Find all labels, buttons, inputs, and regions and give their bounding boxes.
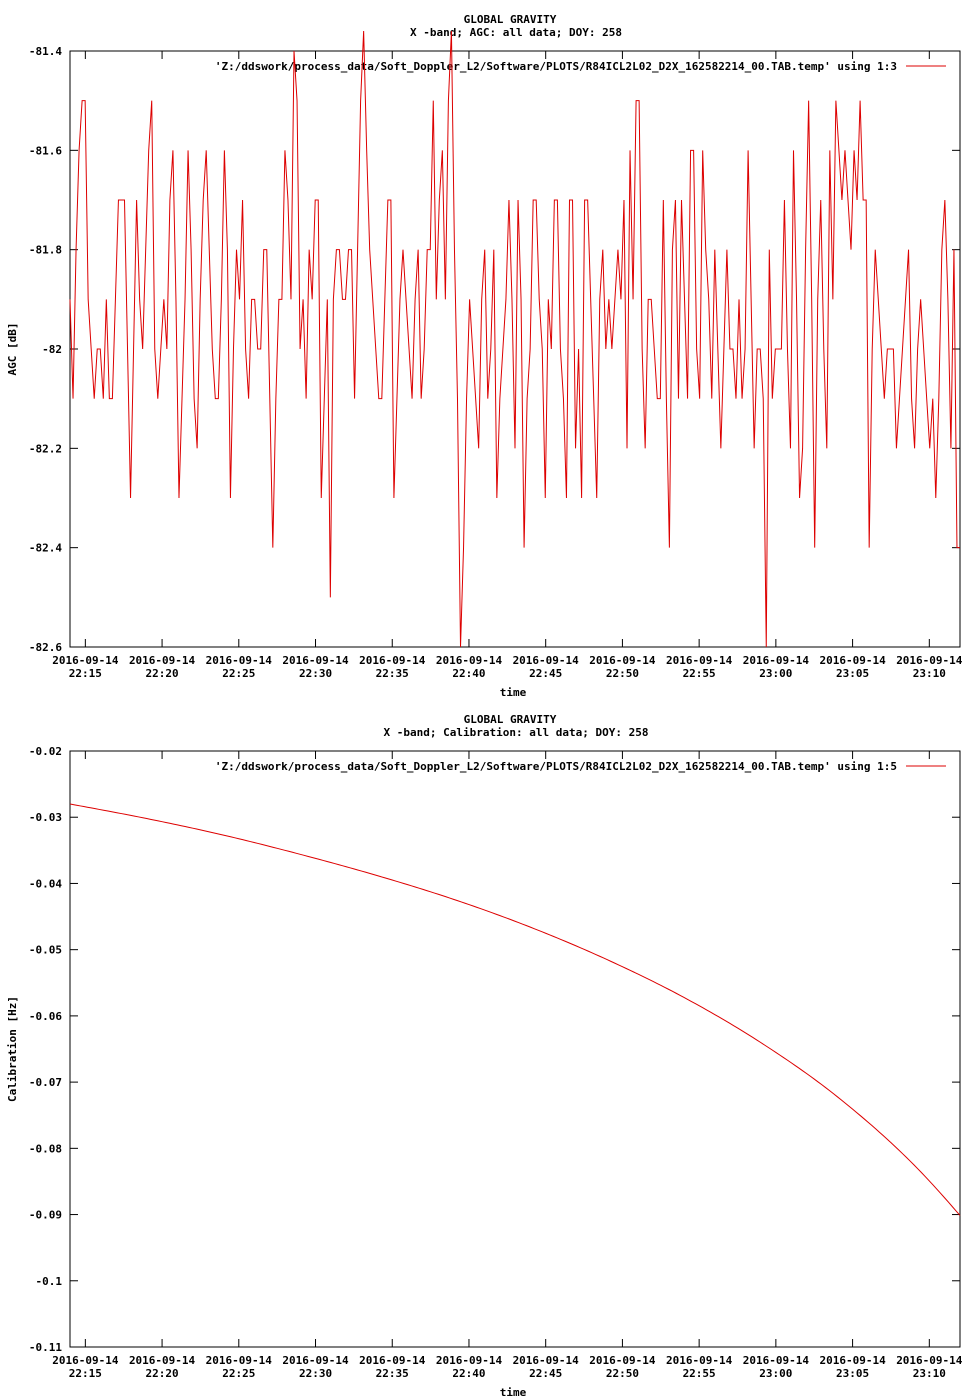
calibration-x-tick-date: 2016-09-14 bbox=[52, 1354, 119, 1367]
calibration-y-tick-label: -0.07 bbox=[29, 1076, 62, 1089]
calibration-y-tick-label: -0.05 bbox=[29, 944, 62, 957]
calibration-y-tick-label: -0.06 bbox=[29, 1010, 62, 1023]
calibration-x-tick-time: 22:15 bbox=[69, 1367, 102, 1380]
agc-y-tick-label: -82.6 bbox=[29, 641, 62, 654]
calibration-x-tick-time: 22:35 bbox=[376, 1367, 409, 1380]
agc-y-tick-label: -82 bbox=[42, 343, 62, 356]
agc-x-tick-time: 23:10 bbox=[913, 667, 946, 680]
agc-y-tick-label: -81.8 bbox=[29, 244, 62, 257]
agc-x-tick-time: 22:55 bbox=[683, 667, 716, 680]
calibration-y-tick-label: -0.09 bbox=[29, 1209, 62, 1222]
calibration-series-line bbox=[69, 803, 961, 1216]
calibration-x-tick-time: 22:20 bbox=[146, 1367, 179, 1380]
agc-y-tick-label: -82.2 bbox=[29, 442, 62, 455]
agc-series-line bbox=[69, 30, 960, 648]
calibration-x-tick-date: 2016-09-14 bbox=[282, 1354, 349, 1367]
agc-chart-subtitle: X -band; AGC: all data; DOY: 258 bbox=[410, 26, 622, 39]
agc-x-tick-date: 2016-09-14 bbox=[666, 654, 733, 667]
agc-x-tick-date: 2016-09-14 bbox=[513, 654, 580, 667]
agc-legend-label: 'Z:/ddswork/process_data/Soft_Doppler_L2… bbox=[215, 60, 897, 73]
calibration-y-tick-label: -0.08 bbox=[29, 1142, 62, 1155]
calibration-chart-title: GLOBAL GRAVITY bbox=[464, 713, 557, 726]
calibration-x-tick-date: 2016-09-14 bbox=[666, 1354, 733, 1367]
agc-x-tick-time: 22:25 bbox=[222, 667, 255, 680]
agc-x-tick-time: 22:50 bbox=[606, 667, 639, 680]
agc-x-axis: 2016-09-1422:152016-09-1422:202016-09-14… bbox=[52, 51, 963, 680]
agc-x-tick-date: 2016-09-14 bbox=[206, 654, 273, 667]
agc-x-tick-date: 2016-09-14 bbox=[896, 654, 963, 667]
agc-chart: GLOBAL GRAVITY X -band; AGC: all data; D… bbox=[6, 13, 963, 699]
calibration-x-tick-date: 2016-09-14 bbox=[359, 1354, 426, 1367]
calibration-x-tick-time: 22:40 bbox=[452, 1367, 485, 1380]
calibration-x-tick-date: 2016-09-14 bbox=[743, 1354, 810, 1367]
agc-x-tick-time: 22:35 bbox=[376, 667, 409, 680]
agc-y-tick-label: -81.6 bbox=[29, 144, 62, 157]
calibration-x-tick-date: 2016-09-14 bbox=[589, 1354, 656, 1367]
calibration-x-tick-time: 23:00 bbox=[759, 1367, 792, 1380]
calibration-y-tick-label: -0.04 bbox=[29, 877, 62, 890]
calibration-x-tick-date: 2016-09-14 bbox=[206, 1354, 273, 1367]
agc-x-tick-date: 2016-09-14 bbox=[589, 654, 656, 667]
calibration-x-tick-time: 22:45 bbox=[529, 1367, 562, 1380]
calibration-y-axis-label: Calibration [Hz] bbox=[6, 996, 19, 1102]
calibration-plot-frame bbox=[69, 750, 961, 1348]
agc-x-tick-date: 2016-09-14 bbox=[359, 654, 426, 667]
agc-x-tick-date: 2016-09-14 bbox=[52, 654, 119, 667]
calibration-x-tick-time: 22:50 bbox=[606, 1367, 639, 1380]
calibration-x-tick-time: 22:55 bbox=[683, 1367, 716, 1380]
calibration-x-tick-date: 2016-09-14 bbox=[896, 1354, 963, 1367]
agc-x-tick-date: 2016-09-14 bbox=[436, 654, 503, 667]
agc-legend: 'Z:/ddswork/process_data/Soft_Doppler_L2… bbox=[215, 60, 946, 73]
agc-x-tick-date: 2016-09-14 bbox=[282, 654, 349, 667]
agc-x-tick-time: 22:20 bbox=[146, 667, 179, 680]
calibration-y-tick-label: -0.03 bbox=[29, 811, 62, 824]
calibration-x-tick-date: 2016-09-14 bbox=[513, 1354, 580, 1367]
calibration-y-tick-label: -0.11 bbox=[29, 1341, 62, 1354]
calibration-x-tick-date: 2016-09-14 bbox=[436, 1354, 503, 1367]
agc-x-tick-time: 22:30 bbox=[299, 667, 332, 680]
agc-x-tick-time: 22:45 bbox=[529, 667, 562, 680]
agc-chart-title: GLOBAL GRAVITY bbox=[464, 13, 557, 26]
calibration-legend: 'Z:/ddswork/process_data/Soft_Doppler_L2… bbox=[215, 760, 946, 773]
agc-x-axis-label: time bbox=[500, 686, 527, 699]
agc-plot-frame bbox=[69, 50, 961, 648]
calibration-x-tick-time: 22:30 bbox=[299, 1367, 332, 1380]
agc-x-tick-time: 22:15 bbox=[69, 667, 102, 680]
agc-x-tick-time: 23:05 bbox=[836, 667, 869, 680]
calibration-chart: GLOBAL GRAVITY X -band; Calibration: all… bbox=[6, 713, 963, 1399]
calibration-x-tick-date: 2016-09-14 bbox=[129, 1354, 196, 1367]
calibration-y-tick-label: -0.02 bbox=[29, 745, 62, 758]
calibration-x-axis: 2016-09-1422:152016-09-1422:202016-09-14… bbox=[52, 751, 963, 1380]
agc-y-tick-label: -81.4 bbox=[29, 45, 62, 58]
calibration-chart-subtitle: X -band; Calibration: all data; DOY: 258 bbox=[384, 726, 649, 739]
agc-x-tick-date: 2016-09-14 bbox=[743, 654, 810, 667]
calibration-x-tick-date: 2016-09-14 bbox=[819, 1354, 886, 1367]
calibration-x-tick-time: 23:10 bbox=[913, 1367, 946, 1380]
agc-y-tick-label: -82.4 bbox=[29, 542, 62, 555]
agc-x-tick-date: 2016-09-14 bbox=[819, 654, 886, 667]
agc-y-axis-label: AGC [dB] bbox=[6, 323, 19, 376]
calibration-x-axis-label: time bbox=[500, 1386, 527, 1399]
agc-y-axis: -81.4 -81.6 -81.8 -82 -82.2 -82.4 -82.6 bbox=[29, 45, 960, 654]
calibration-y-tick-label: -0.1 bbox=[36, 1275, 63, 1288]
agc-x-tick-time: 22:40 bbox=[452, 667, 485, 680]
calibration-x-tick-time: 23:05 bbox=[836, 1367, 869, 1380]
calibration-y-axis: -0.02 -0.03 -0.04 -0.05 -0.06 -0.07 -0.08 -0.09… bbox=[29, 745, 960, 1354]
agc-x-tick-time: 23:00 bbox=[759, 667, 792, 680]
calibration-x-tick-time: 22:25 bbox=[222, 1367, 255, 1380]
agc-x-tick-date: 2016-09-14 bbox=[129, 654, 196, 667]
calibration-legend-label: 'Z:/ddswork/process_data/Soft_Doppler_L2… bbox=[215, 760, 897, 773]
